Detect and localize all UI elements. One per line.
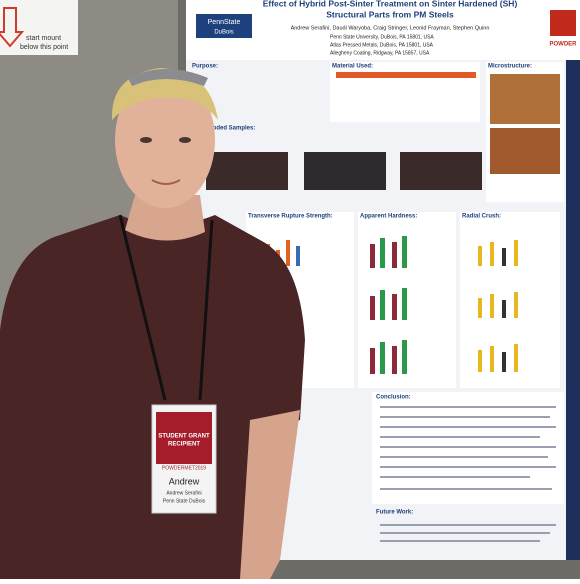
chart-panel — [460, 212, 560, 388]
badge-header — [156, 412, 212, 464]
t-shirt — [0, 215, 305, 579]
arrow-icon — [0, 7, 25, 48]
logo: PennState — [208, 19, 241, 26]
sign-text: below this point — [20, 44, 68, 51]
section-heading: Radial Crush: — [462, 214, 501, 220]
poster-border — [566, 60, 580, 560]
affiliation: Atlas Pressed Metals, DuBois, PA 15801, … — [330, 42, 434, 48]
text-lines — [380, 406, 556, 542]
section-heading: Apparent Hardness: — [360, 214, 417, 220]
brand-logo — [550, 10, 576, 36]
section-heading: Future Work: — [376, 510, 413, 516]
sample-photo — [206, 152, 288, 190]
sunglasses — [128, 69, 208, 86]
material-table — [330, 62, 480, 122]
section-heading: Conclusion: — [376, 395, 411, 401]
section-heading: Microstructure: — [488, 64, 532, 70]
affiliation: Allegheny Coating, Ridgway, PA 15857, US… — [330, 50, 430, 56]
sample-photo — [304, 152, 386, 190]
arm — [240, 410, 300, 579]
logo-box — [196, 14, 252, 38]
micrograph — [490, 128, 560, 174]
table-header — [336, 72, 476, 78]
neck — [125, 195, 205, 241]
campus: DuBois — [214, 30, 233, 36]
badge-title: RECIPIENT — [168, 442, 200, 448]
badge-name: Andrew — [169, 476, 200, 486]
section-heading: Purpose: — [192, 64, 218, 70]
sample-photo — [400, 152, 482, 190]
badge-event: POWDERMET2019 — [162, 465, 206, 471]
sign — [0, 0, 78, 55]
badge-title: STUDENT GRANT — [158, 434, 210, 440]
brand: POWDER — [550, 42, 578, 48]
eye — [179, 137, 191, 143]
poster-title: Structural Parts from PM Steels — [326, 9, 454, 19]
lanyard — [118, 214, 214, 401]
badge-fullname: Andrew Serafini — [166, 490, 201, 496]
authors: Andrew Serafini, Daudi Waryoba, Craig St… — [291, 25, 490, 31]
affiliation: Penn State University, DuBois, PA 15801,… — [330, 34, 434, 40]
poster-title: Effect of Hybrid Post-Sinter Treatment o… — [263, 0, 518, 8]
section-heading: Material Used: — [332, 64, 373, 70]
section-heading: Transverse Rupture Strength: — [248, 214, 333, 220]
micrograph — [490, 74, 560, 124]
eye — [140, 137, 152, 143]
section-heading: Corroded Samples: — [200, 126, 255, 132]
face — [115, 72, 215, 208]
mouth — [151, 179, 181, 185]
sign-text: start mount — [26, 35, 61, 42]
badge-school: Penn State DuBois — [163, 498, 206, 504]
